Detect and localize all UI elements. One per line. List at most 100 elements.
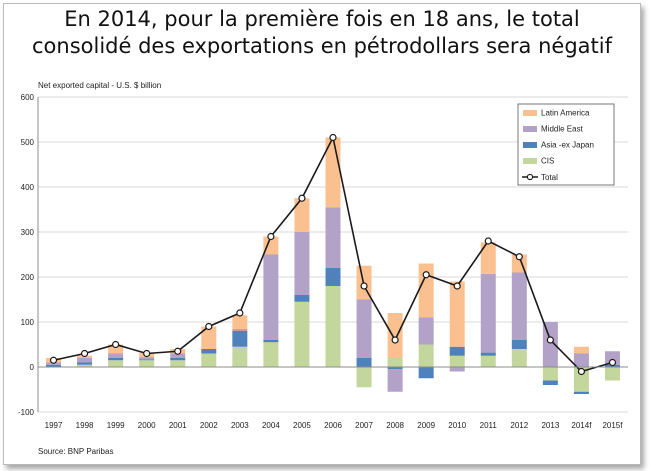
bar-latin-america-2004 <box>263 236 279 255</box>
x-tick-label: 2000 <box>138 421 156 430</box>
total-point-2001 <box>174 347 182 355</box>
bar-cis-2009 <box>418 344 434 367</box>
bar-middle-east-2010 <box>449 367 465 372</box>
y-tick-label: 200 <box>21 273 35 282</box>
bar-middle-east-2005 <box>294 232 310 295</box>
bar-middle-east-2006 <box>325 207 341 268</box>
bar-cis-2011 <box>480 355 496 367</box>
bar-cis-2003 <box>232 346 248 367</box>
bar-latin-america-2003 <box>232 315 248 329</box>
x-tick-label: 2001 <box>169 421 187 430</box>
total-point-2004 <box>267 232 275 241</box>
bar-asia-ex-japan-2014f <box>573 391 589 394</box>
bar-latin-america-1999 <box>108 344 124 354</box>
bar-cis-2000 <box>139 360 155 367</box>
x-tick-label: 1997 <box>45 421 63 430</box>
bar-asia-ex-japan-2003 <box>232 331 248 347</box>
bar-asia-ex-japan-1999 <box>108 358 124 361</box>
bar-asia-ex-japan-1998 <box>77 362 93 365</box>
bar-latin-america-2011 <box>480 242 496 274</box>
legend-label-1: Middle East <box>541 125 584 134</box>
bar-middle-east-2013 <box>542 322 558 367</box>
total-point-2006 <box>329 133 337 142</box>
legend-label-0: Latin America <box>541 109 590 118</box>
x-tick-label: 2006 <box>324 421 342 430</box>
x-tick-label: 2014f <box>571 421 592 430</box>
bar-cis-2008 <box>387 358 403 367</box>
bar-latin-america-2008 <box>387 313 403 358</box>
total-point-1998 <box>80 349 89 358</box>
legend-swatch-3 <box>523 158 537 164</box>
title-line-2: consolidé des exportations en pétrodolla… <box>32 34 612 58</box>
y-tick-label: 0 <box>30 363 35 372</box>
bar-middle-east-2012 <box>511 272 527 340</box>
x-tick-label: 2009 <box>417 421 435 430</box>
x-tick-label: 2015f <box>602 421 623 430</box>
x-tick-label: 2013 <box>541 421 559 430</box>
chart-title: En 2014, pour la première fois en 18 ans… <box>4 6 640 60</box>
bar-asia-ex-japan-2010 <box>449 346 465 356</box>
bar-asia-ex-japan-2013 <box>542 380 558 385</box>
y-tick-label: 300 <box>21 228 35 237</box>
bars <box>46 137 620 394</box>
bar-middle-east-2007 <box>356 299 372 358</box>
bar-latin-america-2014f <box>573 346 589 354</box>
total-point-2010 <box>453 282 461 290</box>
x-tick-label: 2008 <box>386 421 404 430</box>
bar-cis-2004 <box>263 342 279 367</box>
legend: Latin America Middle East Asia -ex Japan CI… <box>517 103 615 186</box>
legend-swatch-0 <box>523 110 537 116</box>
bar-asia-ex-japan-2007 <box>356 358 372 367</box>
y-tick-label: -100 <box>18 408 35 417</box>
axes: -100 0 100 200 300 400 500 600 1997 1998 1999 2000 2… <box>18 93 628 430</box>
bar-cis-2006 <box>325 286 341 367</box>
bar-latin-america-2010 <box>449 281 465 347</box>
bar-cis-2012 <box>511 349 527 367</box>
bar-latin-america-2005 <box>294 198 310 232</box>
bar-middle-east-2009 <box>418 317 434 345</box>
total-point-2000 <box>143 349 151 358</box>
legend-marker-total <box>526 173 534 181</box>
bar-cis-2015f <box>604 367 620 381</box>
bar-asia-ex-japan-2000 <box>139 359 155 361</box>
bar-cis-1998 <box>77 364 93 367</box>
bar-asia-ex-japan-2008 <box>387 367 403 370</box>
bar-asia-ex-japan-2011 <box>480 352 496 356</box>
x-tick-label: 2002 <box>200 421 218 430</box>
y-tick-label: 100 <box>21 318 35 327</box>
bar-middle-east-2000 <box>139 357 155 360</box>
x-tick-label: 2005 <box>293 421 311 430</box>
title-line-1: En 2014, pour la première fois en 18 ans… <box>64 7 580 31</box>
total-point-2012 <box>515 253 523 261</box>
bar-asia-ex-japan-2002 <box>201 349 217 354</box>
bar-asia-ex-japan-2005 <box>294 295 310 302</box>
x-tick-label: 2011 <box>480 421 498 430</box>
total-line <box>49 133 617 376</box>
bar-cis-2007 <box>356 367 372 388</box>
source-note: Source: BNP Paribas <box>38 447 113 456</box>
legend-swatch-2 <box>523 142 537 148</box>
total-point-1999 <box>112 340 120 349</box>
bar-chart: -100 0 100 200 300 400 500 600 1997 1998 1999 2000 2… <box>18 81 628 456</box>
total-point-2009 <box>422 271 430 279</box>
bar-cis-2005 <box>294 301 310 367</box>
x-tick-label: 2004 <box>262 421 280 430</box>
bar-middle-east-2014f <box>573 353 589 367</box>
bar-cis-1999 <box>108 360 124 367</box>
bar-middle-east-2008 <box>387 369 403 392</box>
total-point-2003 <box>236 309 244 317</box>
legend-label-2: Asia -ex Japan <box>541 141 594 150</box>
bar-middle-east-1999 <box>108 353 124 358</box>
y-tick-label: 600 <box>21 93 35 102</box>
bar-asia-ex-japan-2006 <box>325 268 341 286</box>
bar-latin-america-2009 <box>418 263 434 318</box>
x-tick-label: 1999 <box>107 421 125 430</box>
x-tick-label: 1998 <box>76 421 94 430</box>
bar-asia-ex-japan-2001 <box>170 358 186 361</box>
y-tick-label: 500 <box>21 138 35 147</box>
legend-label-3: CIS <box>541 157 554 166</box>
total-point-2007 <box>360 282 368 290</box>
bar-cis-2001 <box>170 360 186 367</box>
total-point-2014f <box>577 367 586 376</box>
bar-middle-east-1998 <box>77 358 93 363</box>
